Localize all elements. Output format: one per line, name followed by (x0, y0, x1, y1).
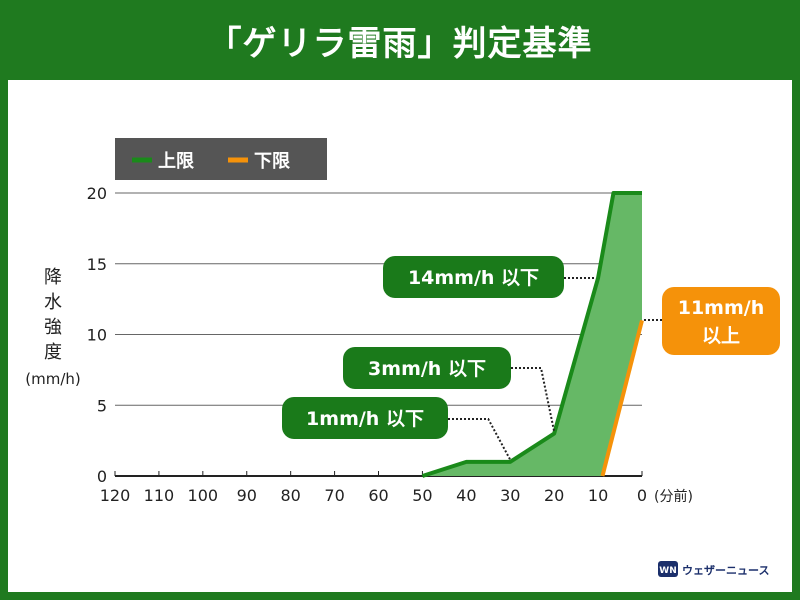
callout-box (282, 397, 448, 439)
x-tick-label: 70 (324, 486, 344, 505)
x-tick-label: 110 (144, 486, 175, 505)
y-label-unit: (mm/h) (25, 370, 81, 388)
weathernews-logo: WN ウェザーニュース (658, 561, 769, 577)
legend-label-lower: 下限 (254, 151, 291, 172)
y-label-char-1: 水 (44, 292, 62, 313)
callout-box (343, 347, 511, 389)
legend-label-upper: 上限 (158, 151, 195, 172)
range-fill-area (422, 193, 642, 476)
callout-leader (511, 367, 556, 432)
callout-leader (448, 418, 512, 461)
callout-text: 14mm/h 以下 (408, 267, 539, 289)
x-tick-label: 0 (637, 486, 647, 505)
logo-mark: WN (659, 566, 676, 576)
y-label-char-2: 強 (44, 317, 62, 338)
x-tick-label: 20 (544, 486, 564, 505)
y-tick-label: 5 (97, 396, 107, 415)
y-label-char-3: 度 (44, 342, 62, 363)
callout-box (662, 287, 780, 355)
x-tick-label: 10 (588, 486, 608, 505)
x-tick-label: 90 (237, 486, 257, 505)
series-line-upper (421, 191, 642, 478)
x-tick-label: 40 (456, 486, 476, 505)
callout-text: 3mm/h 以下 (368, 358, 486, 380)
y-tick-label: 15 (87, 255, 107, 274)
y-tick-labels: 0 5 10 15 20 (87, 184, 107, 486)
y-label-char-0: 降 (44, 267, 62, 288)
y-axis-label: 降 水 強 度 (mm/h) (25, 267, 81, 388)
y-tick-label: 0 (97, 467, 107, 486)
plot-area (421, 191, 644, 478)
x-tick-label: 100 (188, 486, 219, 505)
x-axis-unit: (分前) (654, 488, 693, 505)
x-tick-labels: 120 110 100 90 80 70 60 50 40 30 20 10 0 (分前) (100, 486, 693, 505)
x-tick-label: 120 (100, 486, 131, 505)
callout-text: 1mm/h 以下 (306, 408, 424, 430)
y-tick-label: 20 (87, 184, 107, 203)
series-line-lower (600, 319, 644, 477)
y-tick-label: 10 (87, 326, 107, 345)
x-tick-label: 80 (280, 486, 300, 505)
callout-box (383, 256, 564, 298)
x-tick-label: 50 (412, 486, 432, 505)
x-tick-label: 30 (500, 486, 520, 505)
callout-text: 以上 (702, 325, 740, 347)
chart-title: 「ゲリラ雷雨」判定基準 (207, 23, 593, 64)
callout-text: 11mm/h (678, 297, 765, 319)
x-tick-label: 60 (368, 486, 388, 505)
weathernews-logo-icon (658, 561, 678, 577)
logo-text: ウェザーニュース (682, 564, 769, 577)
annotations: 1mm/h 以下 3mm/h 以下 14mm/h 以下 11mm/h 以上 (282, 256, 780, 461)
legend: 上限 下限 (115, 138, 327, 180)
